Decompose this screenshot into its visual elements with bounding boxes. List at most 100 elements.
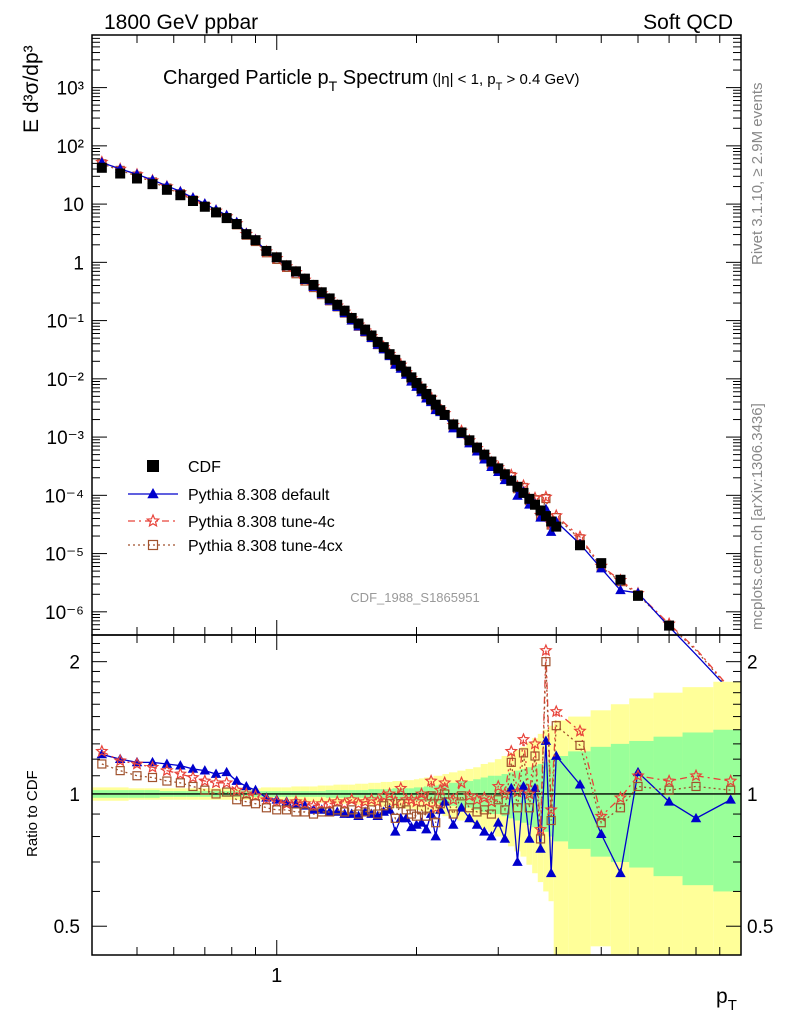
cdf-point [464,435,475,446]
chart-title-cuts-sub: T [496,81,503,93]
cdf-point [372,336,383,347]
cdf-point [271,252,282,263]
legend-marker [147,488,159,499]
ratio-point-1 [239,786,254,800]
y-tick-label: 10 [63,195,84,216]
ratio-point-0 [545,867,557,878]
ratio-point-2 [440,789,450,799]
ratio-point-2 [162,776,172,786]
mc-line-1 [101,161,732,690]
mc-point-0 [545,526,557,536]
cdf-point [551,521,562,532]
chart-title-cuts: (|η| < 1, p [432,71,495,88]
legend-label: Pythia 8.308 tune-4c [188,514,335,531]
cdf-point [479,449,490,460]
cdf-point [390,354,401,365]
ratio-point-2 [261,803,272,813]
cdf-point [506,475,517,486]
ratio-point-0 [499,833,511,843]
legend-marker [145,513,161,528]
sys-band-bin [610,743,630,863]
ratio-point-1 [528,736,542,750]
sys-band-bin [501,774,509,817]
ratio-point-2 [472,807,482,817]
legend: CDF Pythia 8.308 default Pythia 8.308 tune… [128,459,343,555]
ratio-tick-label-right: 1 [747,785,758,806]
ratio-point-2 [486,809,497,819]
cdf-point [261,245,272,256]
ratio-point-2 [339,807,350,817]
y-tick-label: 10² [57,137,84,158]
cdf-point [384,349,395,360]
cdf-point [199,201,210,212]
cdf-point [241,229,252,240]
cdf-point [411,377,422,388]
ratio-point-2 [456,791,467,801]
ratio-tick-label-right: 0.5 [747,917,773,938]
ratio-point-0 [187,763,199,773]
ratio-point-2 [535,834,546,844]
ratio-tick-label-left: 0.5 [54,917,80,938]
cdf-point [290,266,301,277]
ratio-point-2 [132,771,142,781]
sys-band-bin [494,775,502,815]
ratio-point-0 [425,808,437,818]
cdf-point [115,168,126,179]
cdf-point [448,419,459,430]
ratio-point-1 [484,794,499,808]
ratio-point-0 [456,802,467,812]
mcplots-caption: mcplots.cern.ch [arXiv:1306.3436] [749,403,766,630]
cdf-point [346,312,357,323]
ratio-point-1 [377,788,391,802]
ratio-point-0 [471,819,483,829]
ratio-point-1 [491,779,505,793]
ratio-point-1 [544,802,558,816]
cdf-point [439,409,450,420]
legend-marker [147,539,159,551]
ratio-point-0 [690,812,702,823]
ratio-point-1 [209,775,223,789]
cdf-point [187,196,198,207]
ratio-panel-axes: 1 0.5 0.5 1 1 2 2 [54,634,773,987]
ratio-y-axis-label: Ratio to CDF [24,770,41,857]
ratio-point-0 [430,831,441,841]
ratio-point-0 [493,817,504,827]
cdf-point [456,427,467,438]
y-tick-label: 10⁻⁵ [45,545,84,566]
ratio-point-1 [437,775,452,789]
ratio-point-1 [113,753,127,767]
cdf-point [131,173,142,184]
ratio-point-0 [448,819,459,829]
ratio-point-2 [500,805,510,815]
mc-point-1 [539,490,553,503]
cdf-point [231,219,242,230]
ratio-point-1 [394,781,408,795]
ratio-point-0 [324,806,335,816]
cdf-point [512,481,523,492]
ratio-point-1 [504,744,518,758]
cdf-point [324,293,335,304]
sys-band-bin [553,755,569,842]
header-right: Soft QCD [643,11,733,34]
ratio-point-2 [421,811,431,821]
cdf-point [395,360,406,371]
ratio-point-1 [539,643,553,657]
ratio-point-1 [230,783,244,796]
ratio-point-1 [454,775,469,789]
ratio-panel-marks [95,643,738,878]
ratio-tick-label-left: 1 [69,785,80,806]
ratio-point-0 [464,812,475,823]
ratio-point-2 [435,799,445,809]
ratio-point-1 [330,794,344,808]
ratio-point-0 [210,768,222,778]
sys-band-bin [653,736,683,877]
ratio-point-0 [725,794,736,804]
ratio-point-1 [259,792,274,806]
ratio-point-0 [551,750,562,760]
ratio-point-2 [384,799,395,809]
ratio-point-1 [522,786,537,800]
cdf-point [615,574,626,585]
sys-band-bin [590,746,611,857]
ratio-point-1 [429,800,443,814]
ratio-point-1 [498,786,512,800]
